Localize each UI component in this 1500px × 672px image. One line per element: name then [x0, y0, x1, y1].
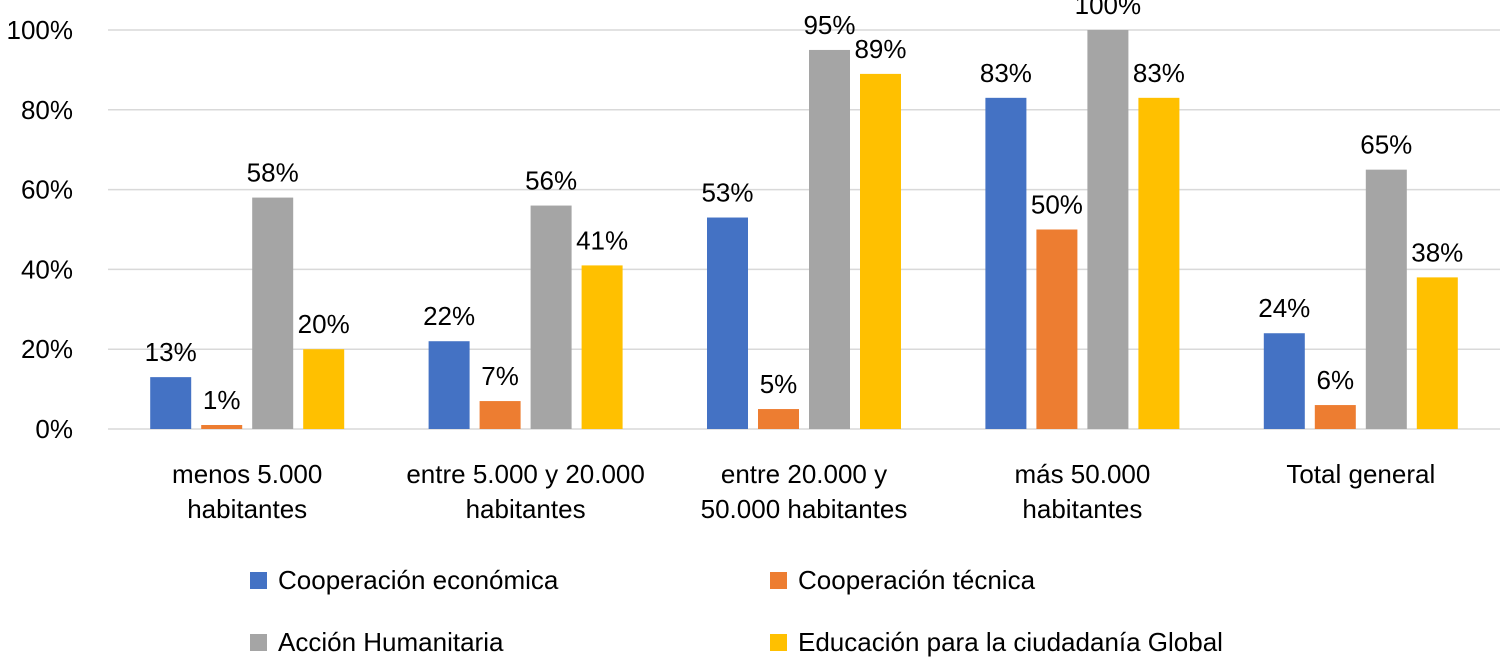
bar: [1416, 277, 1458, 429]
legend-label: Acción Humanitaria: [278, 627, 504, 657]
bar: [201, 425, 243, 429]
bar: [150, 377, 192, 429]
x-tick-label: entre 5.000 y 20.000: [406, 459, 645, 489]
data-label: 50%: [1031, 190, 1083, 220]
data-label: 20%: [298, 309, 350, 339]
y-tick-label: 80%: [21, 95, 73, 125]
x-tick-label: habitantes: [187, 494, 307, 524]
bar: [1036, 229, 1078, 429]
x-tick-label: habitantes: [1022, 494, 1142, 524]
bar: [1314, 405, 1356, 429]
data-label: 22%: [423, 301, 475, 331]
x-tick-label: más 50.000: [1014, 459, 1150, 489]
data-label: 24%: [1258, 293, 1310, 323]
data-label: 100%: [1075, 0, 1142, 20]
bar: [707, 217, 748, 429]
data-label: 58%: [247, 158, 299, 188]
data-label: 13%: [145, 337, 197, 367]
bars: 13%1% 58% 20% 22%7% 56% 41% 53% 5% 95%89% 83% 50% 1…: [145, 0, 1463, 429]
data-label: 65%: [1360, 130, 1412, 160]
data-label: 83%: [980, 58, 1032, 88]
x-tick-label: entre 20.000 y: [721, 459, 887, 489]
data-label: 89%: [854, 34, 906, 64]
bar: [303, 349, 345, 429]
y-tick-label: 40%: [21, 254, 73, 284]
x-tick-label: Total general: [1286, 459, 1435, 489]
legend-swatch: [250, 572, 267, 589]
legend-label: Educación para la ciudadanía Global: [798, 627, 1223, 657]
bar: [758, 409, 799, 429]
bar: [428, 341, 470, 429]
legend-label: Cooperación técnica: [798, 565, 1036, 595]
data-label: 1%: [203, 385, 241, 415]
bar: [252, 197, 294, 429]
bar: [1263, 333, 1305, 429]
bar: [985, 97, 1027, 429]
x-tick-label: 50.000 habitantes: [701, 494, 908, 524]
data-label: 6%: [1317, 365, 1355, 395]
bar: [1087, 30, 1129, 429]
y-tick-label: 0%: [35, 414, 73, 444]
legend-label: Cooperación económica: [278, 565, 559, 595]
x-axis: menos 5.000 habitantes entre 5.000 y 20.00…: [172, 459, 1435, 524]
bar: [581, 265, 623, 429]
data-label: 95%: [803, 10, 855, 40]
y-tick-label: 60%: [21, 175, 73, 205]
x-tick-label: menos 5.000: [172, 459, 322, 489]
data-label: 56%: [525, 166, 577, 196]
bar: [1365, 169, 1407, 429]
bar: [530, 205, 572, 429]
data-label: 41%: [576, 225, 628, 255]
y-axis: 0% 20% 40% 60% 80% 100%: [7, 15, 74, 444]
bar: [479, 401, 521, 429]
data-label: 7%: [481, 361, 519, 391]
legend: Cooperación económica Cooperación técnica…: [250, 565, 1223, 657]
y-tick-label: 100%: [7, 15, 74, 45]
data-label: 38%: [1411, 237, 1463, 267]
y-tick-label: 20%: [21, 334, 73, 364]
legend-swatch: [250, 634, 267, 651]
data-label: 5%: [760, 369, 798, 399]
legend-swatch: [770, 572, 787, 589]
data-label: 53%: [701, 178, 753, 208]
x-tick-label: habitantes: [466, 494, 586, 524]
data-label: 83%: [1133, 58, 1185, 88]
bar: [1138, 97, 1180, 429]
bar: [860, 73, 901, 429]
bar: [809, 49, 850, 429]
legend-swatch: [770, 634, 787, 651]
